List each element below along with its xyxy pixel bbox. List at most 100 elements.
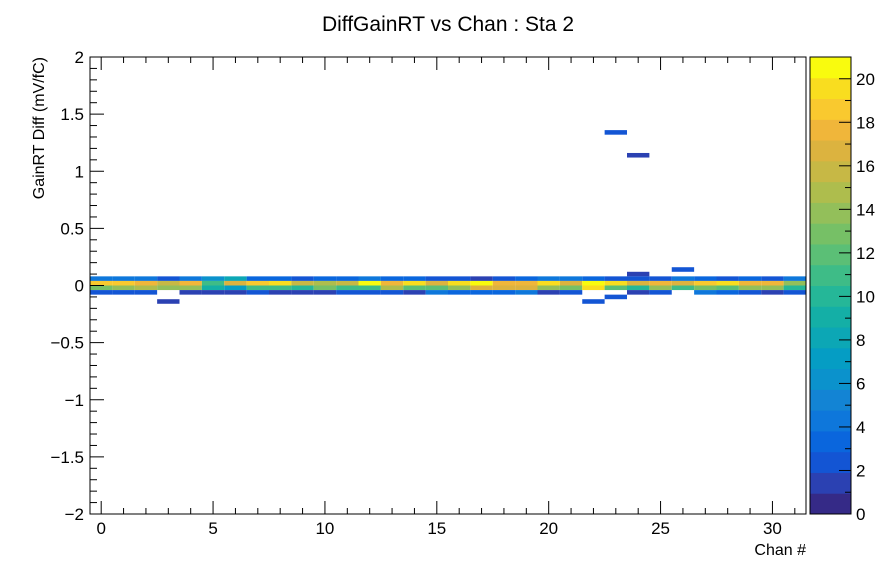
heatmap-bin xyxy=(627,290,650,295)
heatmap-bin xyxy=(738,280,762,286)
z-tick-label: 14 xyxy=(856,200,875,219)
heatmap-bin xyxy=(112,285,135,291)
heatmap-bin xyxy=(604,280,628,286)
heatmap-bin xyxy=(694,290,717,295)
heatmap-bin xyxy=(604,276,628,281)
heatmap-bin xyxy=(582,276,605,281)
heatmap-bin xyxy=(627,271,650,277)
z-tick-label: 18 xyxy=(856,113,875,132)
heatmap-bin xyxy=(157,276,180,281)
heatmap-bin xyxy=(380,285,404,291)
axes: 0 5 10 15 20 25 30 −2 −1.5 −1 −0.5 0 0.5 1 1.5 2 xyxy=(50,48,796,538)
x-tick-label: 5 xyxy=(208,519,217,538)
palette-swatch xyxy=(810,181,851,203)
heatmap-bin xyxy=(582,285,605,291)
heatmap-bin xyxy=(448,280,471,286)
heatmap-bin xyxy=(783,285,807,291)
heatmap-bin xyxy=(380,280,404,286)
heatmap-bin xyxy=(134,285,158,291)
heatmap-bin xyxy=(313,290,337,295)
y-tick-label: 1.5 xyxy=(60,105,84,124)
heatmap-bin xyxy=(358,276,381,281)
heatmap-bin xyxy=(157,280,180,286)
heatmap-bin xyxy=(313,280,337,286)
palette-swatch xyxy=(810,202,851,224)
z-tick-label: 0 xyxy=(856,505,865,524)
heatmap-bin xyxy=(336,276,359,281)
heatmap-bin xyxy=(559,285,583,291)
y-tick-label: −1.5 xyxy=(50,448,84,467)
heatmap-bin xyxy=(201,280,225,286)
heatmap-bin xyxy=(492,280,516,286)
heatmap-bin xyxy=(738,276,762,281)
y-tick-label: −0.5 xyxy=(50,334,84,353)
heatmap-bin xyxy=(246,285,270,291)
heatmap-bin xyxy=(716,285,739,291)
heatmap-bin xyxy=(201,285,225,291)
heatmap-bin xyxy=(269,276,292,281)
heatmap-bin xyxy=(224,285,247,291)
z-tick-label: 8 xyxy=(856,331,865,350)
heatmap-bin xyxy=(269,280,292,286)
heatmap-bin xyxy=(425,276,449,281)
heatmap-bin xyxy=(783,280,807,286)
z-tick-label: 12 xyxy=(856,244,875,263)
heatmap-bin xyxy=(112,290,135,295)
heatmap-bin xyxy=(671,276,695,281)
heatmap-bin xyxy=(515,280,538,286)
heatmap-bin xyxy=(470,285,493,291)
palette-swatch xyxy=(810,77,851,100)
heatmap-bin xyxy=(179,290,202,295)
palette-swatch xyxy=(810,493,851,515)
heatmap-bins xyxy=(90,130,807,304)
heatmap-bin xyxy=(134,290,158,295)
heatmap-bin xyxy=(425,285,449,291)
palette-swatch xyxy=(810,368,851,390)
heatmap-bin xyxy=(380,276,404,281)
heatmap-bin xyxy=(649,276,672,281)
heatmap-bin xyxy=(291,290,314,295)
heatmap-bin xyxy=(336,280,359,286)
x-tick-label: 10 xyxy=(315,519,334,538)
heatmap-bin xyxy=(336,285,359,291)
palette-swatch xyxy=(810,285,851,307)
palette-swatch xyxy=(810,223,851,245)
z-tick-label: 20 xyxy=(856,70,875,89)
heatmap-bin xyxy=(470,290,493,295)
heatmap-bin xyxy=(269,285,292,291)
heatmap-bin xyxy=(246,290,270,295)
heatmap-bin xyxy=(448,290,471,295)
heatmap-bin xyxy=(403,285,426,291)
heatmap-bin xyxy=(246,276,270,281)
heatmap-bin xyxy=(90,280,113,286)
heatmap-bin xyxy=(492,285,516,291)
heatmap-bin xyxy=(112,276,135,281)
heatmap-bin xyxy=(515,285,538,291)
y-axis-label: GainRT Diff (mV/fC) xyxy=(31,57,48,199)
heatmap-bin xyxy=(649,280,672,286)
z-tick-label: 4 xyxy=(856,418,865,437)
heatmap-bin xyxy=(90,290,113,295)
palette-swatch xyxy=(810,451,851,473)
heatmap-bin xyxy=(201,290,225,295)
heatmap-bin xyxy=(627,280,650,286)
heatmap-bin xyxy=(761,290,784,295)
palette-swatch xyxy=(810,119,851,141)
palette-swatch xyxy=(810,472,851,494)
heatmap-bin xyxy=(313,276,337,281)
heatmap-bin xyxy=(492,290,516,295)
z-tick-label: 6 xyxy=(856,374,865,393)
heatmap-bin xyxy=(470,280,493,286)
heatmap-bin xyxy=(515,290,538,295)
heatmap-bin xyxy=(313,285,337,291)
heatmap-bin xyxy=(201,276,225,281)
heatmap-bin xyxy=(716,276,739,281)
heatmap-bin xyxy=(559,280,583,286)
heatmap-bin xyxy=(649,290,672,295)
palette-swatch xyxy=(810,306,851,328)
heatmap-bin xyxy=(694,276,717,281)
heatmap-bin xyxy=(537,276,560,281)
x-tick-label: 30 xyxy=(763,519,782,538)
palette-swatch xyxy=(810,430,851,453)
